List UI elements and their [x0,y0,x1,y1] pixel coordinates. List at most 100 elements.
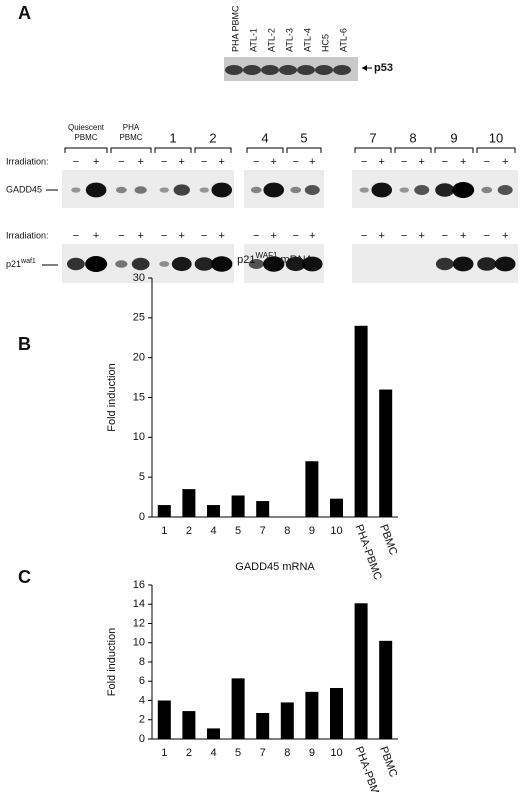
group-label: 9 [450,130,457,145]
band [211,182,233,198]
bar [379,640,393,739]
minus-sign: − [253,230,259,242]
band [225,65,243,75]
y-tick-label: 15 [133,391,145,403]
bar [182,711,196,739]
lane-label: ATL-3 [284,28,294,52]
plus-sign: + [309,156,315,168]
lane-label: ATL-6 [338,28,348,52]
group-label: 4 [261,130,268,145]
y-tick-label: 10 [133,431,145,443]
bar [207,505,220,517]
plus-sign: + [179,156,185,168]
bar [305,461,319,517]
x-tick-label: 2 [186,747,192,759]
band [263,182,285,198]
minus-sign: − [442,156,448,168]
band [66,257,85,271]
y-tick-label: 16 [133,579,145,591]
band [297,65,315,75]
minus-sign: − [293,230,299,242]
plus-sign: + [179,230,185,242]
x-tick-label: 5 [235,747,241,759]
group-label: PBMC [74,133,97,142]
band [481,186,493,194]
x-tick-label: 7 [260,747,266,759]
band [131,257,150,271]
plus-sign: + [309,230,315,242]
plus-sign: + [460,156,466,168]
group-label: 2 [209,130,216,145]
band [279,65,297,75]
y-axis-label: Fold induction [106,363,118,432]
minus-sign: − [442,230,448,242]
band [250,186,262,194]
bar [157,505,171,517]
band [435,183,455,197]
plus-sign: + [460,230,466,242]
bracket [154,147,192,153]
bracket [476,147,516,153]
plus-sign: + [219,156,225,168]
bar [207,728,220,739]
x-tick-label: 5 [235,525,241,537]
minus-sign: − [73,230,79,242]
band [435,257,454,271]
band [173,184,190,196]
band [134,186,147,194]
band [194,257,214,271]
x-tick-label: 10 [330,747,342,759]
y-tick-label: 10 [133,637,145,649]
band [211,256,233,272]
chart-title: GADD45 mRNA [235,561,315,573]
x-tick-label: 8 [284,525,290,537]
x-tick-label: 9 [309,525,315,537]
bar [182,489,196,517]
bar [280,702,294,739]
lane-label: HC5 [320,34,330,52]
plus-sign: + [137,156,143,168]
band [301,256,323,272]
x-tick-label: 8 [284,747,290,759]
p21-label: p21waf1 [6,258,36,270]
band [290,186,302,194]
plus-sign: + [502,156,508,168]
minus-sign: − [361,156,367,168]
band [414,185,430,195]
plus-sign: + [271,230,277,242]
group-label: PBMC [119,133,142,142]
plus-sign: + [93,230,99,242]
minus-sign: − [484,156,490,168]
minus-sign: − [401,230,407,242]
gadd45-label: GADD45 [6,184,42,194]
band [452,256,474,272]
y-tick-label: 2 [139,714,145,726]
x-tick-label: 1 [161,747,167,759]
p21-sup: waf1 [20,258,36,265]
band [159,187,169,193]
y-tick-label: 25 [133,312,145,324]
x-tick-label: 10 [330,525,342,537]
y-tick-label: 6 [139,675,145,687]
y-tick-label: 30 [133,272,145,284]
band [248,259,264,269]
bar [354,603,368,739]
bar [256,501,270,517]
panel-label: A [18,3,31,23]
lane-label: ATL-1 [248,28,258,52]
minus-sign: − [361,230,367,242]
bar [256,713,270,739]
band [263,256,285,272]
group-label: 7 [369,130,376,145]
bar [354,325,368,517]
lane-label: PHA PBMC [230,5,240,52]
bar [231,678,245,739]
band [85,182,107,198]
minus-sign: − [253,156,259,168]
band [115,260,128,268]
bracket [394,147,432,153]
band [359,187,369,193]
plus-sign: + [379,156,385,168]
lane-label: ATL-4 [302,28,312,52]
